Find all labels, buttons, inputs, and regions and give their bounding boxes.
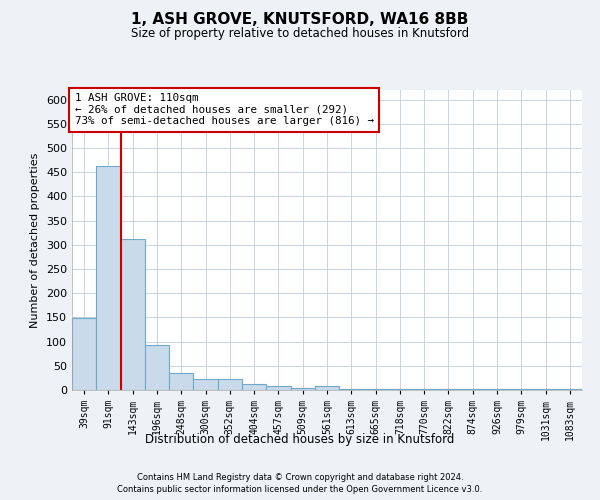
Text: 1, ASH GROVE, KNUTSFORD, WA16 8BB: 1, ASH GROVE, KNUTSFORD, WA16 8BB <box>131 12 469 28</box>
Bar <box>266 386 290 390</box>
Bar <box>218 380 242 390</box>
Bar <box>315 386 339 390</box>
Bar <box>461 389 485 390</box>
Bar <box>193 380 218 390</box>
Bar <box>412 389 436 390</box>
Bar <box>96 166 121 390</box>
Bar <box>169 372 193 390</box>
Bar <box>339 388 364 390</box>
Bar <box>388 389 412 390</box>
Bar <box>121 238 145 390</box>
Bar <box>558 389 582 390</box>
Bar <box>364 388 388 390</box>
Text: 1 ASH GROVE: 110sqm
← 26% of detached houses are smaller (292)
73% of semi-detac: 1 ASH GROVE: 110sqm ← 26% of detached ho… <box>74 93 374 126</box>
Y-axis label: Number of detached properties: Number of detached properties <box>31 152 40 328</box>
Bar <box>436 389 461 390</box>
Text: Contains public sector information licensed under the Open Government Licence v3: Contains public sector information licen… <box>118 485 482 494</box>
Bar <box>533 389 558 390</box>
Text: Size of property relative to detached houses in Knutsford: Size of property relative to detached ho… <box>131 28 469 40</box>
Bar <box>485 389 509 390</box>
Bar <box>242 384 266 390</box>
Bar <box>509 389 533 390</box>
Bar <box>145 346 169 390</box>
Text: Contains HM Land Registry data © Crown copyright and database right 2024.: Contains HM Land Registry data © Crown c… <box>137 472 463 482</box>
Bar <box>72 318 96 390</box>
Bar <box>290 388 315 390</box>
Text: Distribution of detached houses by size in Knutsford: Distribution of detached houses by size … <box>145 432 455 446</box>
